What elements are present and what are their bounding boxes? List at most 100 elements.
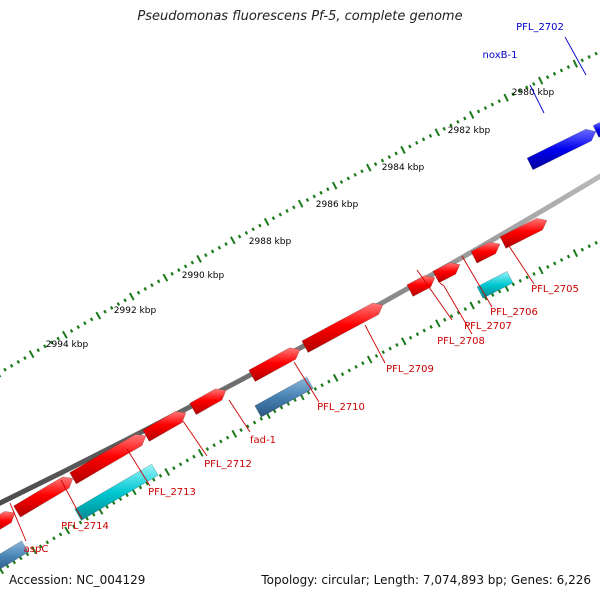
tick-inner-minor	[340, 372, 345, 377]
tick-inner-minor	[456, 310, 461, 315]
scale-label: 2984 kbp	[382, 163, 425, 173]
tick-inner-minor	[484, 296, 488, 301]
gene-features	[0, 122, 600, 573]
gene-block-PFL_2702[interactable]	[526, 128, 597, 171]
tick-outer-minor	[456, 119, 460, 124]
gene-labels: PFL_2702 noxB-1 PFL_2705 PFL_2706 PFL_2707 PF…	[9, 22, 587, 555]
tick-outer-minor	[237, 234, 242, 239]
tick-inner-minor	[518, 278, 522, 283]
tick-inner-minor	[192, 454, 196, 459]
tick-outer-minor	[136, 290, 141, 295]
tick-inner-major	[31, 546, 38, 555]
gene-block-PFL_2706[interactable]	[470, 241, 501, 264]
tick-inner-minor	[594, 240, 598, 245]
tick-outer-minor	[69, 328, 74, 333]
gene-block-aspC-forward[interactable]	[0, 511, 16, 533]
tick-inner-minor	[52, 536, 56, 541]
tick-outer-minor	[156, 279, 161, 284]
tick-outer-minor	[76, 325, 80, 329]
gene-label-fad-1[interactable]: fad-1	[250, 435, 276, 446]
tick-outer-minor	[511, 92, 515, 97]
tick-inner-minor	[145, 481, 149, 486]
tick-outer-major	[468, 110, 475, 119]
gene-label-PFL_2705[interactable]: PFL_2705	[531, 284, 579, 295]
gene-block-PFL_2713-forward[interactable]	[69, 433, 147, 485]
gene-label-PFL_2708[interactable]: PFL_2708	[437, 336, 485, 347]
gene-block-PFL_2707[interactable]	[432, 262, 461, 284]
gene-label-PFL_2707[interactable]: PFL_2707	[464, 321, 512, 332]
tick-outer-minor	[580, 58, 584, 63]
gene-block-PFL_2705-reverse[interactable]	[476, 270, 514, 299]
accession-text: Accession: NC_004129	[9, 573, 146, 587]
gene-label-PFL_2702[interactable]: PFL_2702	[516, 22, 564, 33]
tick-outer-minor	[49, 340, 54, 345]
gene-block-PFL_2714[interactable]	[13, 476, 74, 518]
tick-inner-major	[538, 266, 544, 275]
tick-inner-major	[400, 337, 407, 346]
tick-inner-minor	[125, 493, 129, 498]
gene-block-aspC[interactable]	[0, 540, 29, 573]
tick-outer-major	[95, 311, 102, 320]
gene-label-PFL_2706[interactable]: PFL_2706	[490, 307, 538, 318]
scale-ticks-inner	[0, 240, 598, 575]
gene-label-PFL_2712[interactable]: PFL_2712	[204, 459, 252, 470]
tick-inner-minor	[185, 458, 190, 463]
tick-inner-minor	[212, 443, 216, 448]
gene-label-PFL_2714[interactable]: PFL_2714	[61, 521, 109, 532]
tick-outer-minor	[490, 102, 495, 107]
gene-label-PFL_2713[interactable]: PFL_2713	[148, 487, 196, 498]
tick-outer-major	[162, 273, 169, 282]
tick-outer-minor	[89, 317, 94, 322]
gene-block-PFL_2710[interactable]	[254, 376, 314, 418]
tick-inner-minor	[286, 401, 291, 406]
tick-inner-minor	[463, 307, 468, 312]
gene-block-fad-1[interactable]	[189, 388, 227, 415]
gene-block-PFL_2713[interactable]	[74, 463, 159, 521]
gene-block-PFL_2712[interactable]	[142, 410, 187, 442]
tick-outer-minor	[545, 75, 550, 80]
tick-inner-minor	[395, 343, 399, 347]
tick-outer-minor	[170, 271, 174, 276]
leader-line-PFL_2702	[564, 36, 587, 76]
tick-inner-major	[197, 448, 204, 457]
scale-label: 2988 kbp	[249, 237, 292, 247]
tick-inner-minor	[559, 258, 564, 262]
tick-outer-minor	[56, 336, 60, 341]
tick-inner-minor	[361, 361, 365, 366]
gene-label-aspC[interactable]: aspC	[24, 544, 49, 555]
tick-outer-major	[230, 236, 236, 245]
tick-inner-minor	[552, 261, 557, 266]
tick-outer-major	[263, 217, 270, 226]
gene-label-PFL_2710[interactable]: PFL_2710	[317, 402, 365, 413]
tick-outer-minor	[566, 65, 571, 69]
gene-block-PFL_2710-forward[interactable]	[248, 347, 301, 382]
tick-outer-minor	[103, 309, 107, 314]
tick-outer-minor	[210, 249, 215, 254]
tick-inner-minor	[239, 428, 243, 432]
tick-outer-minor	[183, 264, 188, 269]
tick-inner-minor	[347, 368, 352, 373]
gene-block-PFL_2709[interactable]	[301, 302, 384, 353]
tick-inner-minor	[72, 524, 76, 529]
tick-outer-minor	[36, 348, 40, 353]
tick-outer-minor	[463, 116, 467, 121]
tick-outer-minor	[319, 190, 323, 195]
gene-block-PFL_2708[interactable]	[406, 275, 436, 297]
leader-line-PFL_2706	[461, 255, 493, 308]
tick-inner-major	[366, 355, 373, 364]
gene-block-PFL_2705[interactable]	[499, 217, 548, 249]
genome-summary: Topology: circular; Length: 7,074,893 bp…	[261, 573, 591, 587]
tick-outer-minor	[258, 223, 262, 228]
tick-inner-minor	[422, 328, 426, 333]
tick-outer-minor	[224, 242, 228, 246]
tick-inner-minor	[78, 520, 83, 525]
tick-outer-minor	[373, 162, 378, 167]
tick-inner-minor	[313, 387, 318, 391]
gene-label-PFL_2709[interactable]: PFL_2709	[386, 364, 434, 375]
leader-line-PFL_2705	[508, 245, 535, 285]
tick-outer-minor	[442, 126, 446, 131]
tick-outer-minor	[346, 176, 351, 181]
gene-label-noxB-1[interactable]: noxB-1	[483, 50, 518, 61]
tick-inner-major	[469, 301, 475, 310]
leader-line-PFL_2710	[293, 361, 320, 403]
